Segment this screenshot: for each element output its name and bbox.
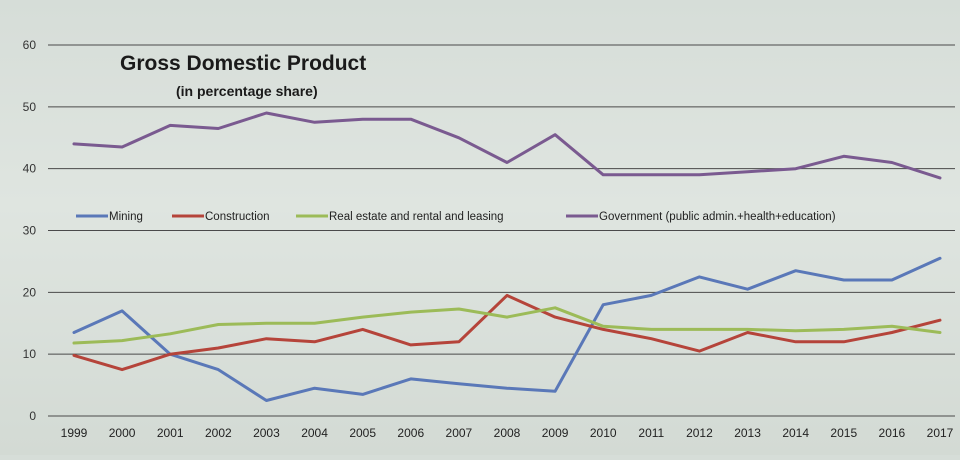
legend-label: Construction (205, 211, 270, 223)
y-tick-label: 30 (23, 224, 37, 238)
y-tick-label: 50 (23, 100, 37, 114)
series-line-mining (72, 256, 942, 402)
series-line-construction (72, 293, 942, 372)
y-tick-label: 60 (23, 38, 37, 52)
series-line-real (72, 306, 942, 345)
x-axis-ticks: 1999 2000 2001 2002 2003 2004 2005 2006 2007 2008… (61, 426, 954, 440)
y-tick-label: 20 (23, 285, 37, 299)
x-tick-label: 2010 (590, 426, 617, 440)
x-tick-label: 2005 (349, 426, 376, 440)
legend-label: Mining (109, 211, 143, 223)
legend-label: Real estate and rental and leasing (329, 211, 504, 223)
x-tick-label: 2012 (686, 426, 713, 440)
x-tick-label: 2016 (879, 426, 906, 440)
x-tick-label: 1999 (61, 426, 88, 440)
x-tick-label: 2007 (446, 426, 473, 440)
x-tick-label: 2002 (205, 426, 232, 440)
y-axis-ticks: 0 10 20 30 40 50 60 (23, 38, 37, 423)
x-tick-label: 2004 (301, 426, 328, 440)
x-tick-label: 2001 (157, 426, 184, 440)
x-tick-label: 2014 (782, 426, 809, 440)
series-lines (72, 111, 942, 402)
series-line-government (72, 111, 942, 180)
legend-label: Government (public admin.+health+educati… (599, 211, 836, 223)
x-tick-label: 2017 (927, 426, 954, 440)
chart-title: Gross Domestic Product (120, 52, 366, 75)
x-tick-label: 2013 (734, 426, 761, 440)
legend: Mining Construction Real estate and rental… (76, 211, 836, 223)
y-tick-label: 10 (23, 347, 37, 361)
x-tick-label: 2009 (542, 426, 569, 440)
x-tick-label: 2015 (830, 426, 857, 440)
x-tick-label: 2003 (253, 426, 280, 440)
chart-subtitle: (in percentage share) (176, 83, 318, 99)
x-tick-label: 2006 (397, 426, 424, 440)
y-tick-label: 0 (29, 409, 36, 423)
gridlines (48, 44, 955, 417)
x-tick-label: 2000 (109, 426, 136, 440)
x-tick-label: 2011 (638, 426, 664, 440)
x-tick-label: 2008 (494, 426, 521, 440)
y-tick-label: 40 (23, 162, 37, 176)
